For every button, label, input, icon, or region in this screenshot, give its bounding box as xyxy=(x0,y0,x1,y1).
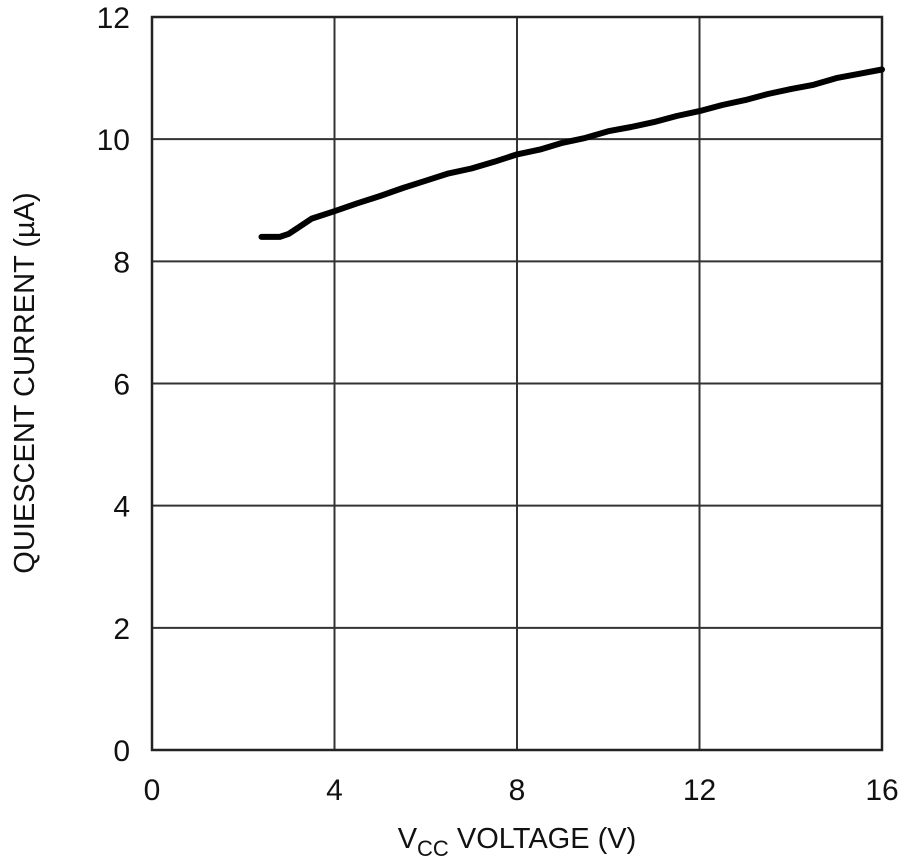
grid-lines xyxy=(151,16,883,751)
y-tick-label: 10 xyxy=(97,124,130,157)
x-axis-ticks: 0 4 8 12 16 xyxy=(144,774,899,807)
y-tick-label: 12 xyxy=(97,2,130,35)
y-axis-label: QUIESCENT CURRENT (µA) xyxy=(9,192,41,573)
data-series-line xyxy=(258,66,885,240)
y-tick-label: 0 xyxy=(113,735,130,768)
x-tick-label: 4 xyxy=(326,774,343,807)
y-tick-label: 4 xyxy=(113,491,130,524)
x-tick-label: 12 xyxy=(683,774,716,807)
x-tick-label: 16 xyxy=(865,774,898,807)
y-tick-label: 2 xyxy=(113,613,130,646)
x-tick-label: 0 xyxy=(144,774,161,807)
x-tick-label: 8 xyxy=(509,774,526,807)
y-tick-label: 8 xyxy=(113,246,130,279)
plot-frame xyxy=(150,15,884,752)
x-axis-label: VCC VOLTAGE (V) xyxy=(398,823,637,861)
y-axis-ticks: 0 2 4 6 8 10 12 xyxy=(97,2,130,768)
y-tick-label: 6 xyxy=(113,369,130,402)
